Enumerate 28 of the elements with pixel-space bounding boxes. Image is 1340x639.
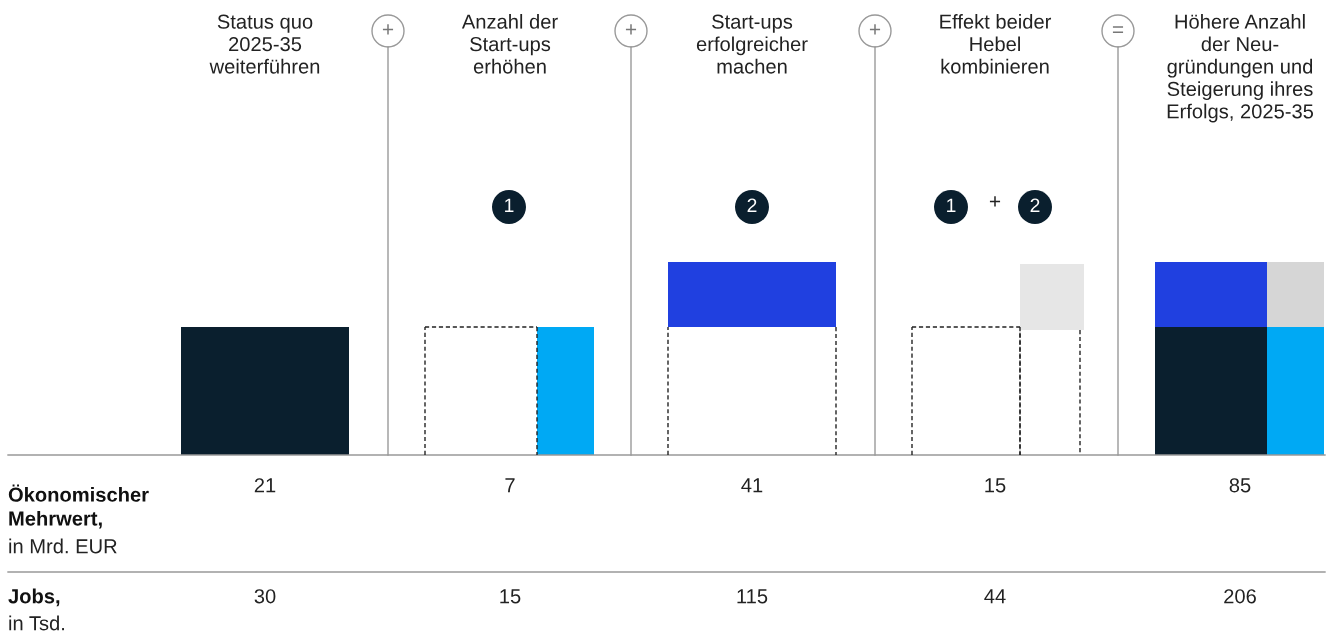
text: 2 (747, 198, 757, 213)
text: + (382, 24, 394, 35)
text: in Tsd. (9, 615, 65, 631)
data-label: 30 (254, 589, 276, 604)
data-label: 85 (1229, 478, 1251, 493)
text: 1 (947, 198, 956, 213)
category-label: Höhere Anzahl der Neu- gründungen und Steigerung ihres Erfolgs, 2025-35 (1167, 14, 1314, 123)
data-label: 15 (500, 589, 521, 604)
text: = (1112, 26, 1124, 33)
category-label: Anzahl der Start-ups erhöhen (461, 14, 558, 74)
data-label: 115 (737, 589, 768, 604)
data-label: 44 (984, 589, 1006, 604)
text: 2 (1030, 198, 1040, 213)
category-label: Effekt beider Hebel kombinieren (940, 14, 1052, 74)
text: + (989, 196, 1001, 207)
data-label: 21 (254, 478, 276, 493)
text: + (869, 24, 881, 35)
data-label: 206 (1224, 589, 1256, 604)
category-label: Start-ups erfolgreicher machen (696, 14, 808, 74)
data-label: 41 (741, 478, 763, 493)
data-label: 7 (505, 478, 515, 493)
text: Jobs, (8, 588, 60, 607)
text: in Mrd. EUR (9, 538, 117, 554)
text: Ökonomischer Mehrwert, (8, 484, 149, 529)
text: 1 (505, 198, 514, 213)
category-label: Status quo 2025-35 weiterführen (209, 14, 320, 74)
data-label: 15 (985, 478, 1006, 493)
text: + (625, 24, 637, 35)
